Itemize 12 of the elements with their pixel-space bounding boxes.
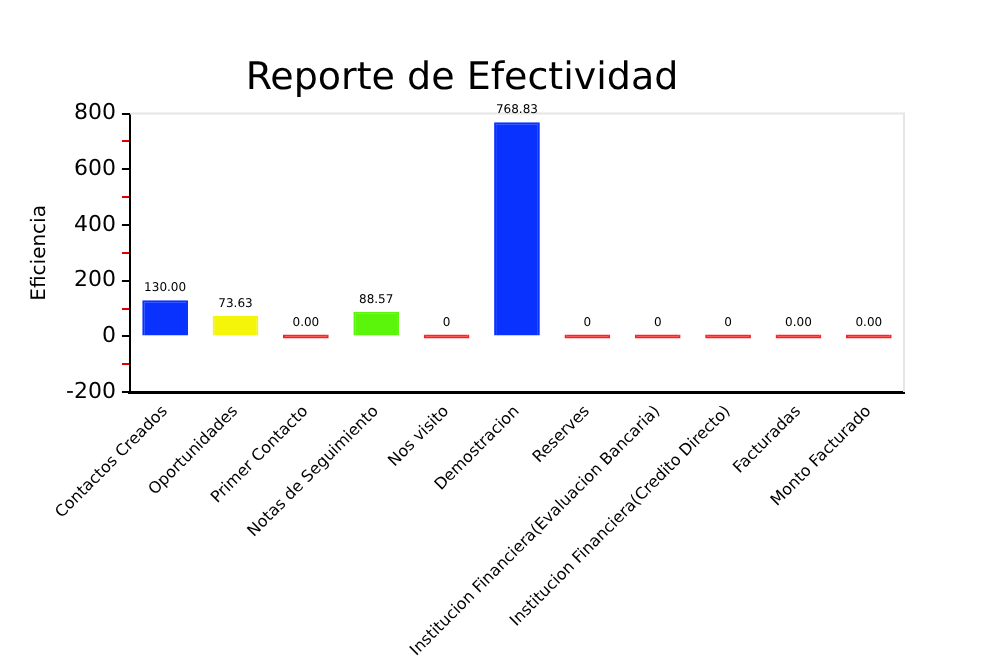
y-tick-label: 200 <box>73 266 116 293</box>
chart-title: Reporte de Efectividad <box>245 54 679 99</box>
y-axis-title: Eficiencia <box>29 205 52 301</box>
bar <box>142 300 188 336</box>
y-tick-label: 0 <box>101 322 116 349</box>
y-tick-label: -200 <box>65 377 116 404</box>
bar <box>353 311 400 336</box>
y-tick-label: 600 <box>73 155 116 182</box>
y-tick-label: 800 <box>73 99 116 126</box>
y-tick-label: 400 <box>73 210 116 237</box>
bar <box>494 122 540 336</box>
bar <box>212 315 259 336</box>
